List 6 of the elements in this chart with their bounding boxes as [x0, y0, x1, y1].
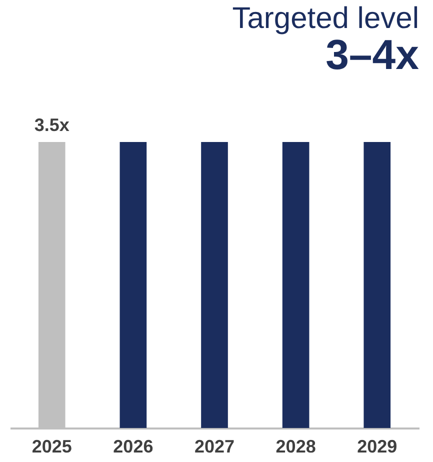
- x-tick-label: 2028: [276, 436, 316, 456]
- x-tick-label: 2029: [357, 436, 398, 456]
- data-label: 3.5x: [34, 115, 70, 135]
- x-tick-label: 2025: [32, 436, 72, 456]
- x-tick-label: 2027: [194, 436, 235, 456]
- x-tick-label: 2026: [113, 436, 154, 456]
